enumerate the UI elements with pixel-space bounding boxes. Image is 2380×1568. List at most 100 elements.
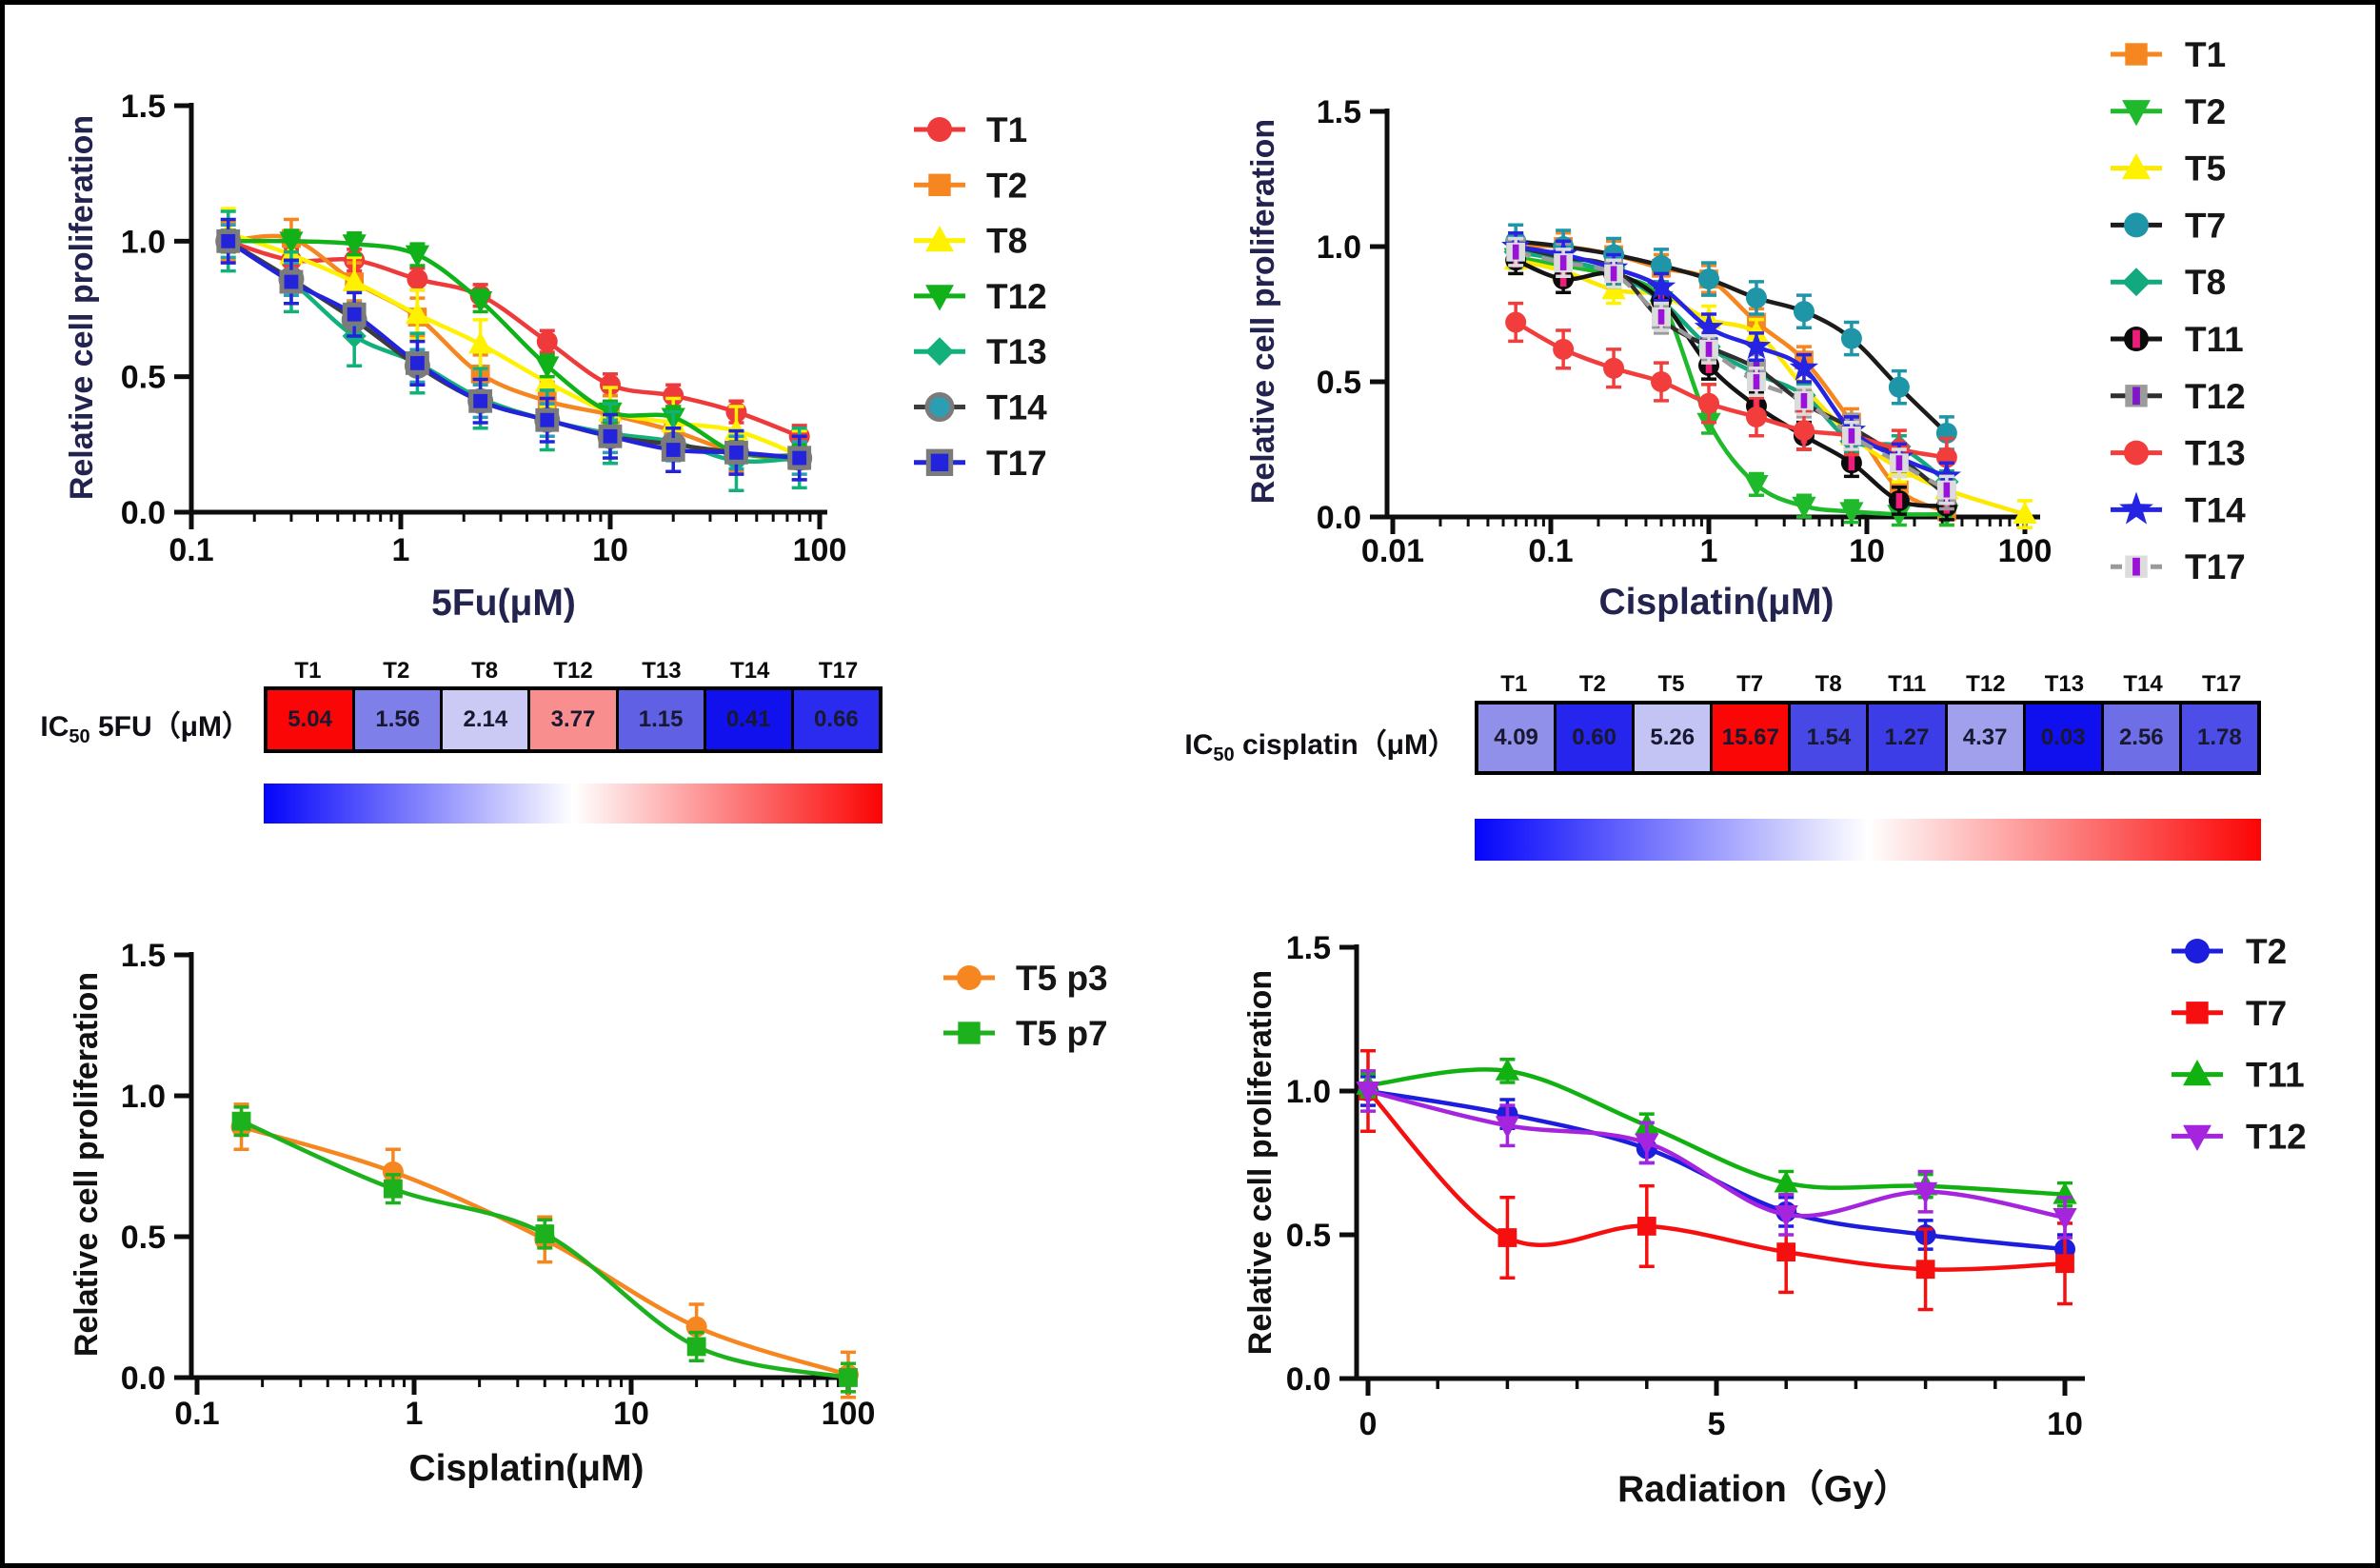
x-tick-label: 0.1 [1528, 533, 1573, 569]
legend-label: T13 [986, 332, 1047, 371]
legend-label: T5 p3 [1016, 959, 1108, 998]
ic50-label-sub: 50 [1213, 744, 1235, 765]
legend-label: T2 [2246, 932, 2287, 971]
x-tick-label: 10 [592, 532, 628, 568]
legend-item-t1: T1 [2111, 35, 2226, 74]
legend-label: T1 [986, 110, 1027, 149]
series-t17 [216, 217, 812, 482]
heatmap-column-header: T12 [1966, 671, 2006, 697]
heatmap-column-header: T2 [1578, 671, 1606, 697]
heatmap-column-header: T17 [2201, 671, 2242, 697]
legend-label: T11 [2185, 320, 2244, 359]
legend-item-t12: T12 [2172, 1117, 2307, 1156]
y-tick-label: 1.0 [1286, 1074, 1331, 1110]
x-tick-label: 10 [1849, 533, 1885, 569]
legend-label: T17 [986, 444, 1047, 483]
x-tick-label: 5 [1708, 1406, 1726, 1442]
y-tick-label: 0.0 [121, 495, 166, 531]
heatmap-column-header: T1 [294, 658, 322, 684]
heatmap-column-header: T5 [1657, 671, 1685, 697]
legend-item-t5: T5 [2111, 149, 2226, 189]
x-tick-label: 100 [1998, 533, 2053, 569]
legend-label: T7 [2246, 994, 2287, 1033]
heatmap-cell-t14: 0.41 [705, 690, 794, 749]
ic50-5fu-headers: T1 T2 T8 T12 T13 T14 T17 [264, 658, 883, 685]
legend-item-t11: T11 [2111, 320, 2244, 359]
legend-label: T5 p7 [1016, 1014, 1108, 1053]
x-tick-label: 0 [1359, 1406, 1378, 1442]
heatmap-column-header: T12 [553, 658, 593, 684]
heatmap-cell-t1: 5.04 [268, 690, 356, 749]
series-t5-p7 [231, 1105, 858, 1394]
heatmap-cell-t1: 4.09 [1478, 705, 1557, 771]
legend-item-t13: T13 [2111, 434, 2246, 473]
legend-label: T8 [2185, 263, 2226, 302]
y-tick-label: 1.0 [121, 1079, 166, 1115]
heatmap-cell-t2: 0.60 [1557, 705, 1636, 771]
legend-item-t5-p7: T5 p7 [943, 1014, 1108, 1053]
legend-item-t14: T14 [914, 388, 1047, 427]
legend-item-t7: T7 [2111, 206, 2226, 245]
y-tick-label: 0.5 [121, 360, 166, 396]
series-t12 [216, 228, 812, 468]
legend-item-t17: T17 [2111, 547, 2246, 586]
heatmap-column-header: T1 [1500, 671, 1528, 697]
y-tick-label: 0.0 [121, 1360, 166, 1397]
legend-item-t8: T8 [914, 222, 1027, 261]
legend-label: T13 [2185, 434, 2246, 473]
legend-label: T12 [986, 277, 1047, 316]
y-tick-label: 0.0 [1317, 500, 1361, 536]
heatmap-cell-t8: 1.54 [1791, 705, 1870, 771]
x-tick-label: 100 [822, 1396, 876, 1432]
x-tick-label: 10 [613, 1396, 649, 1432]
heatmap-cell-t14: 2.56 [2103, 705, 2182, 771]
ic50-label-text: IC [1184, 729, 1214, 761]
chart-cis: 0.0 0.5 1.0 1.5 0.01 0.1 1 10 100 Relative cell p… [1245, 35, 2246, 623]
legend-label: T1 [2185, 35, 2226, 74]
chart-fu5: 0.0 0.5 1.0 1.5 0.1 1 10 100 Relative cell proli… [64, 89, 1047, 624]
heatmap-cell-t8: 2.14 [443, 690, 531, 749]
heatmap-column-header: T8 [471, 658, 499, 684]
series-t5-p3 [230, 1102, 859, 1399]
series-t11 [1356, 1058, 2077, 1208]
legend-label: T2 [986, 166, 1027, 205]
x-tick-label: 1 [406, 1396, 424, 1432]
x-tick-label: 1 [1700, 533, 1718, 569]
legend-label: T12 [2246, 1117, 2307, 1156]
heatmap-column-header: T7 [1736, 671, 1764, 697]
y-axis-title: Relative cell proliferation [69, 972, 105, 1357]
ic50-cisplatin-colorbar [1475, 819, 2261, 861]
legend-item-t14: T14 [2111, 490, 2246, 529]
heatmap-column-header: T17 [818, 658, 859, 684]
chart-t5p: 0.0 0.5 1.0 1.5 0.1 1 10 100 Relative cell proli… [69, 938, 1108, 1489]
heatmap-cell-t5: 5.26 [1635, 705, 1714, 771]
x-tick-label: 100 [793, 532, 847, 568]
series-t8 [216, 207, 812, 482]
x-tick-label: 10 [2047, 1406, 2083, 1442]
y-tick-label: 1.5 [121, 938, 166, 974]
legend-item-t2: T2 [914, 166, 1027, 205]
heatmap-cell-t7: 15.67 [1713, 705, 1792, 771]
legend-item-t2: T2 [2111, 92, 2226, 131]
heatmap-cell-t2: 1.56 [355, 690, 444, 749]
legend-item-t5-p3: T5 p3 [943, 959, 1108, 998]
legend-item-t2: T2 [2172, 932, 2287, 971]
legend-item-t13: T13 [914, 332, 1047, 371]
ic50-label-rest: cisplatin（μM） [1234, 729, 1457, 761]
ic50-5fu-cells: 5.04 1.56 2.14 3.77 1.15 0.41 0.66 [264, 686, 883, 753]
legend-item-t12: T12 [914, 277, 1047, 316]
heatmap-column-header: T2 [383, 658, 410, 684]
heatmap-column-header: T11 [1888, 671, 1927, 697]
y-axis-title: Relative cell proliferation [64, 115, 100, 500]
legend-label: T11 [2246, 1056, 2305, 1095]
legend-label: T2 [2185, 92, 2226, 131]
y-tick-label: 0.5 [1286, 1218, 1331, 1254]
heatmap-cell-t17: 1.78 [2181, 705, 2257, 771]
x-tick-label: 0.1 [174, 1396, 219, 1432]
ic50-5fu-label: IC50 5FU（μM） [31, 703, 250, 748]
ic50-label-sub: 50 [69, 726, 90, 747]
y-tick-label: 1.5 [1317, 94, 1361, 130]
legend-label: T8 [986, 222, 1027, 261]
ic50-label-text: IC [40, 711, 69, 743]
